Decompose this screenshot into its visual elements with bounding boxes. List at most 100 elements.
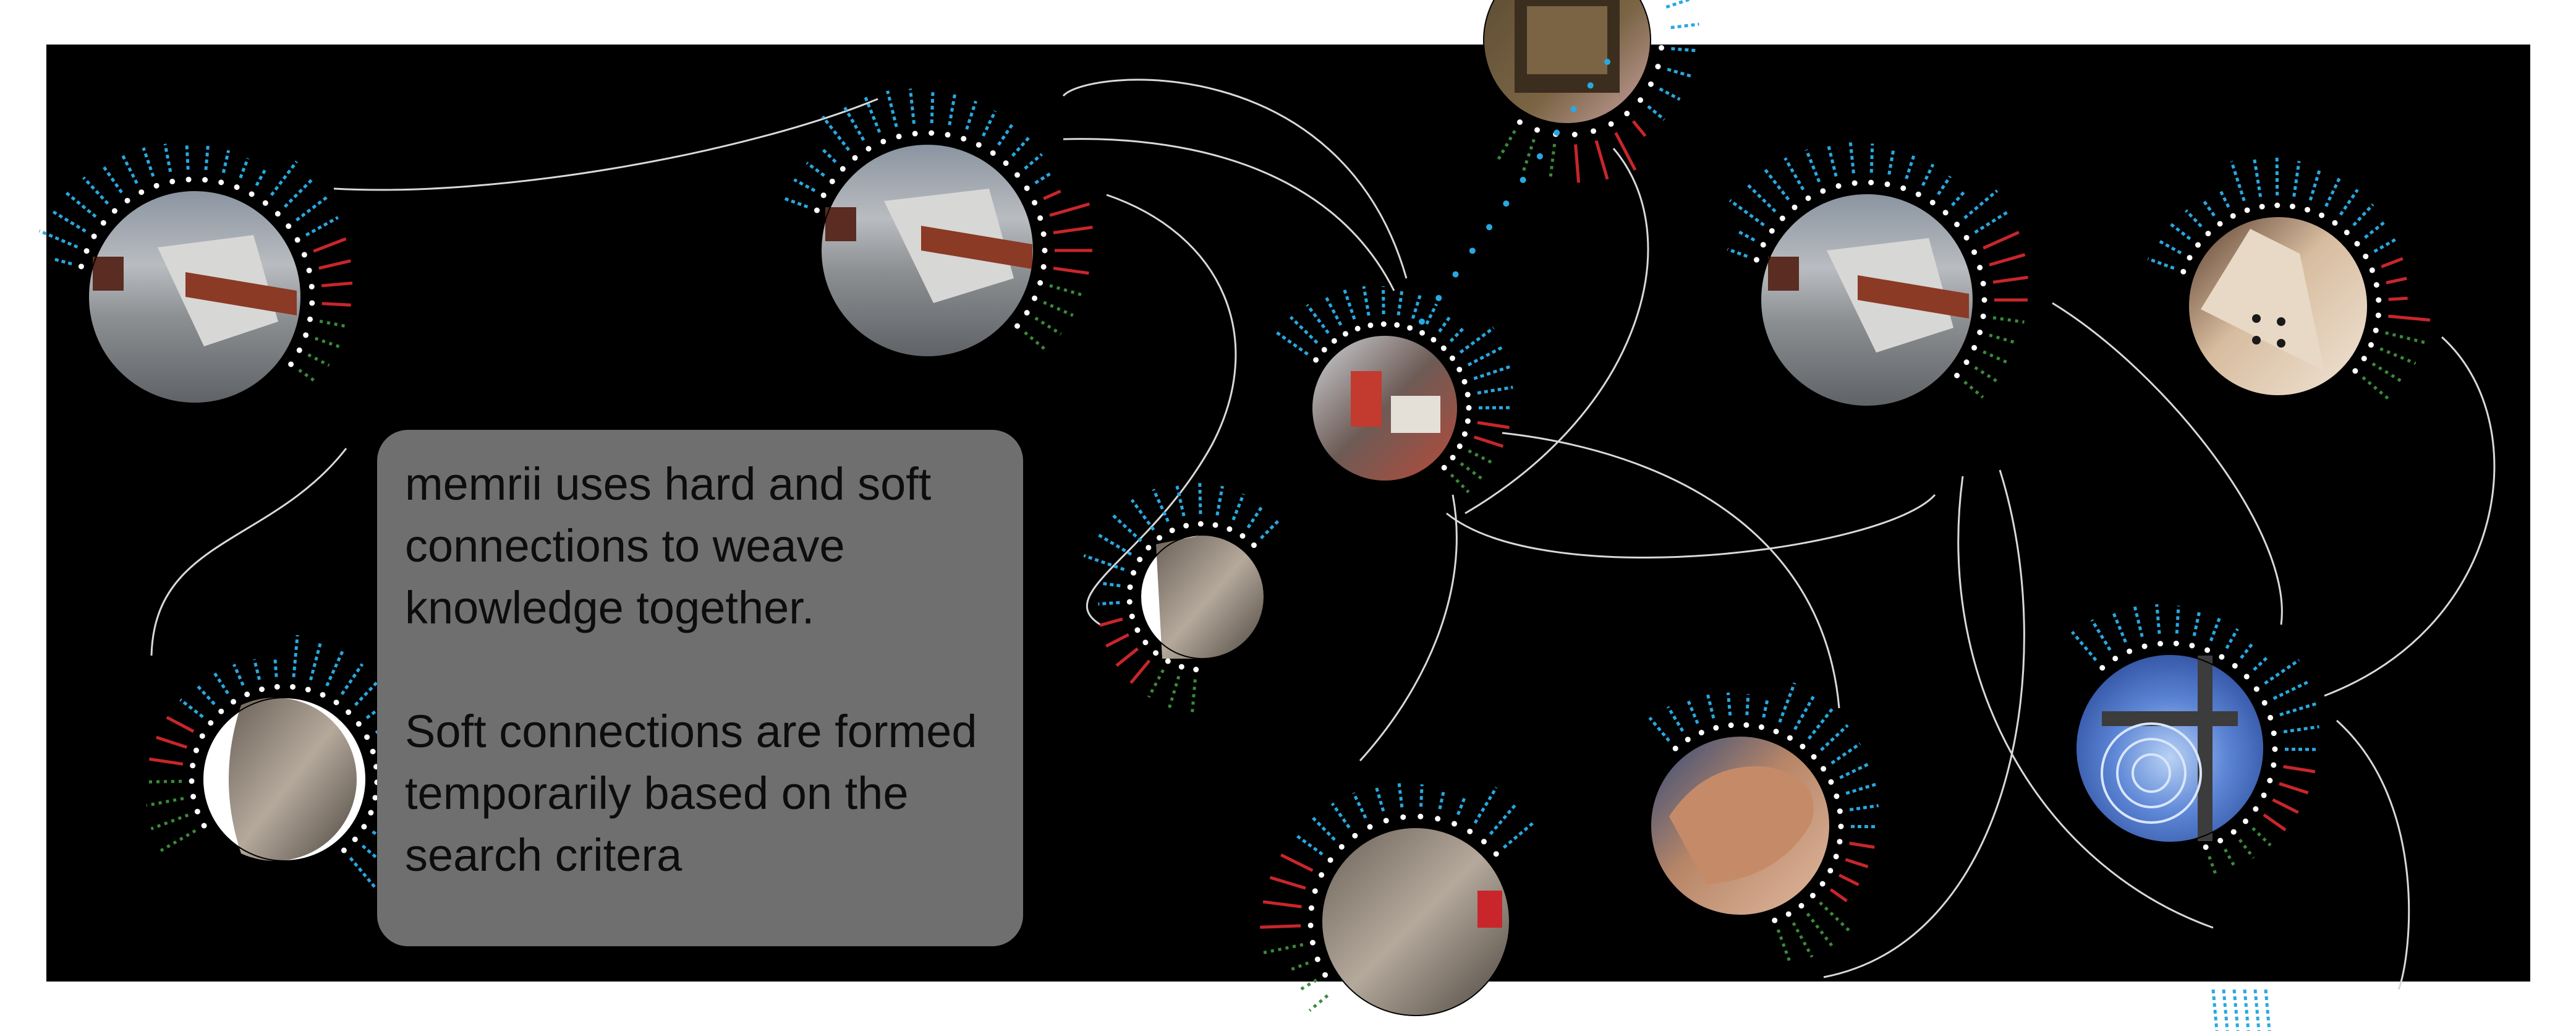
ring-dot bbox=[1811, 754, 1817, 760]
ring-dot bbox=[1773, 729, 1779, 735]
ring-tick bbox=[1631, 120, 1647, 137]
ring-tick bbox=[2208, 855, 2217, 875]
ring-tick bbox=[2155, 604, 2161, 634]
ring-tick bbox=[1467, 345, 1504, 367]
node-nest[interactable] bbox=[1483, 0, 1651, 124]
photo-thumbnail-icon bbox=[2188, 216, 2368, 396]
ring-tick bbox=[1115, 647, 1139, 667]
ring-dot bbox=[1672, 745, 1678, 751]
ring-dot bbox=[1838, 823, 1844, 829]
ring-tick bbox=[1083, 554, 1125, 571]
ring-tick bbox=[2279, 702, 2316, 717]
ring-dot bbox=[1419, 330, 1426, 336]
ring-tick bbox=[283, 177, 315, 208]
ring-dot bbox=[1713, 725, 1719, 731]
ring-dot bbox=[2332, 220, 2338, 226]
node-bench-2[interactable] bbox=[820, 143, 1034, 357]
ring-dot bbox=[1834, 793, 1840, 799]
ring-tick bbox=[1647, 105, 1665, 121]
ring-tick bbox=[146, 797, 184, 807]
node-sculpture-bottom[interactable] bbox=[1321, 827, 1510, 1016]
ring-tick bbox=[1937, 175, 1952, 195]
ring-tick bbox=[1830, 742, 1861, 765]
ring-tick bbox=[930, 90, 935, 124]
ring-tick bbox=[2090, 619, 2112, 651]
ring-dot bbox=[2268, 714, 2274, 721]
ring-dot bbox=[1954, 372, 1960, 379]
ring-tick bbox=[38, 229, 79, 249]
node-bench-1[interactable] bbox=[88, 190, 302, 404]
ring-tick bbox=[2371, 362, 2405, 384]
ring-tick bbox=[1783, 157, 1805, 190]
ring-dot bbox=[2204, 647, 2211, 653]
ring-tick bbox=[2222, 989, 2229, 1031]
ring-tick bbox=[142, 147, 155, 178]
ring-dot bbox=[361, 824, 367, 830]
ring-dot bbox=[1980, 313, 1986, 319]
node-blue-glass[interactable] bbox=[2075, 654, 2264, 843]
ring-dot bbox=[2173, 640, 2179, 646]
ring-tick bbox=[158, 829, 197, 853]
ring-tick bbox=[1992, 275, 2028, 284]
ring-dot bbox=[274, 211, 281, 217]
ring-dot bbox=[1728, 722, 1734, 729]
ring-tick bbox=[1308, 994, 1329, 1012]
ring-dot bbox=[2363, 254, 2369, 260]
ring-dot bbox=[1383, 818, 1389, 824]
ring-dot bbox=[274, 683, 280, 690]
ring-tick bbox=[1648, 716, 1670, 742]
ring-dot bbox=[1418, 813, 1424, 819]
node-bench-3[interactable] bbox=[1760, 193, 1974, 407]
ring-tick bbox=[2361, 376, 2391, 401]
node-bear[interactable] bbox=[1650, 735, 1830, 916]
caption-paragraph-2: Soft connections are formed temporarily … bbox=[405, 706, 977, 881]
ring-dot bbox=[1467, 828, 1473, 834]
node-corner[interactable] bbox=[2188, 216, 2368, 396]
ring-tick bbox=[1727, 247, 1748, 258]
node-sculpture-left[interactable] bbox=[202, 697, 367, 862]
ring-tick bbox=[321, 281, 353, 288]
ring-dot bbox=[83, 248, 90, 254]
ring-tick bbox=[1168, 675, 1181, 708]
ring-tick bbox=[2283, 725, 2319, 734]
ring-tick bbox=[295, 195, 328, 222]
ring-dot bbox=[2232, 663, 2238, 669]
ring-tick bbox=[1764, 168, 1790, 201]
ring-dot bbox=[1787, 735, 1793, 741]
ring-dot bbox=[1332, 986, 1338, 992]
connection-line bbox=[1062, 79, 1408, 279]
node-sculpture-small[interactable] bbox=[1140, 534, 1265, 659]
ring-tick bbox=[1745, 182, 1777, 213]
ring-dot bbox=[1142, 640, 1149, 646]
ring-tick bbox=[298, 369, 318, 384]
ring-dot bbox=[1178, 664, 1184, 670]
ring-dot bbox=[2271, 762, 2277, 768]
ring-tick bbox=[806, 161, 825, 177]
ring-dot bbox=[1014, 172, 1021, 178]
ring-tick bbox=[1671, 47, 1698, 53]
ring-tick bbox=[1043, 301, 1074, 317]
ring-tick bbox=[1659, 87, 1681, 101]
ring-tick bbox=[1260, 943, 1304, 955]
ring-dot bbox=[290, 684, 296, 690]
ring-dot bbox=[1032, 200, 1038, 206]
ring-dot bbox=[1313, 357, 1319, 363]
ring-tick bbox=[1804, 149, 1821, 182]
ring-tick bbox=[1473, 435, 1504, 448]
ring-dot bbox=[2354, 241, 2360, 247]
ring-tick bbox=[1665, 0, 1693, 9]
ring-tick bbox=[305, 216, 339, 237]
ring-tick bbox=[1450, 473, 1470, 494]
ring-tick bbox=[1594, 140, 1609, 180]
ring-tick bbox=[2379, 347, 2417, 365]
node-workshop[interactable] bbox=[1311, 335, 1458, 482]
ring-tick bbox=[2253, 989, 2261, 1031]
ring-tick bbox=[163, 143, 172, 173]
ring-dot bbox=[2187, 255, 2193, 261]
connection-line bbox=[2324, 336, 2496, 697]
ring-dot bbox=[1942, 210, 1949, 216]
ring-dot bbox=[2141, 643, 2148, 649]
ring-dot bbox=[306, 267, 312, 273]
ring-tick bbox=[783, 197, 809, 208]
ring-tick bbox=[886, 90, 898, 127]
